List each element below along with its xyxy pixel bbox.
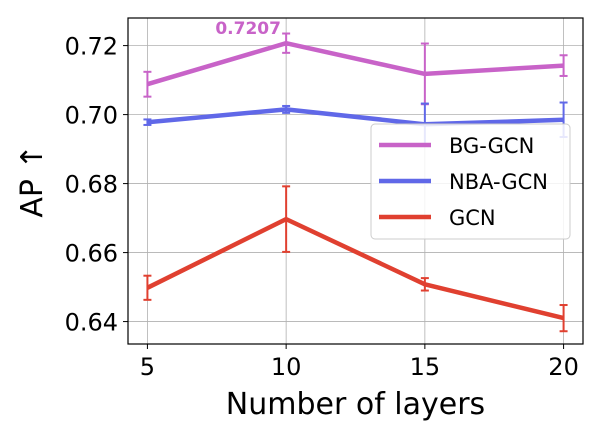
y-axis: 0.64 0.66 0.68 0.70 0.72	[65, 33, 128, 337]
y-tick-label: 0.66	[65, 240, 118, 268]
legend-label: BG-GCN	[449, 134, 534, 158]
series-line	[146, 216, 565, 321]
legend-box	[370, 123, 571, 240]
series-line	[146, 40, 564, 87]
x-axis: 5 10 15 20	[140, 344, 579, 381]
data-label: 0.7207	[215, 19, 281, 39]
x-tick-label: 5	[140, 353, 155, 381]
series-line	[147, 107, 564, 127]
annotations: 0.7207	[215, 19, 281, 39]
x-axis-title: Number of layers	[226, 387, 485, 422]
legend: BG-GCN NBA-GCN GCN	[370, 123, 571, 240]
legend-label: GCN	[449, 206, 496, 230]
y-tick-label: 0.68	[65, 171, 118, 199]
series-layer	[143, 32, 568, 333]
x-tick-label: 20	[548, 353, 579, 381]
series-bg-gcn	[143, 32, 568, 106]
y-tick-label: 0.72	[65, 33, 118, 61]
y-tick-label: 0.70	[65, 102, 118, 130]
y-axis-title: AP ↑	[15, 144, 50, 217]
x-tick-label: 15	[410, 353, 441, 381]
plot-frame	[127, 17, 584, 345]
x-tick-label: 10	[271, 353, 302, 381]
legend-label: NBA-GCN	[449, 170, 548, 194]
series-gcn	[143, 185, 568, 333]
y-tick-label: 0.64	[65, 309, 118, 337]
